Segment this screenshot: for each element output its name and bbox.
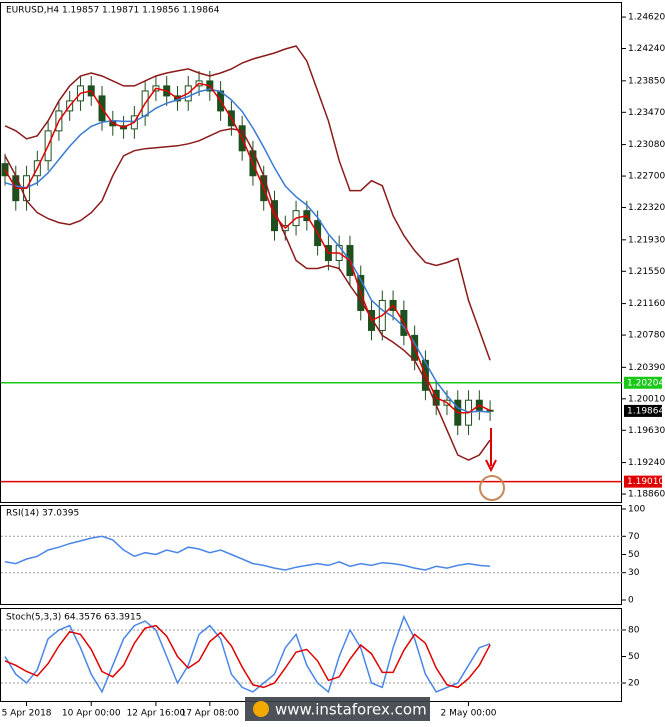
level-label-bg: [624, 376, 662, 389]
y-tick-label: 50: [628, 550, 640, 560]
y-tick-label: 1.20010: [628, 394, 665, 404]
rsi-panel: [0, 505, 622, 605]
y-tick-label: 0: [628, 596, 634, 606]
y-tick-label: 20: [628, 679, 640, 689]
indicator-line: [4, 128, 491, 461]
y-tick-label: 30: [628, 568, 640, 578]
x-tick-label: 17 Apr 08:00: [180, 709, 239, 719]
y-tick-label: 1.21930: [628, 235, 665, 245]
x-tick-label: 10 Apr 00:00: [62, 709, 121, 719]
y-tick-label: 1.22700: [628, 172, 665, 182]
y-tick-label: 1.24620: [628, 13, 665, 23]
indicator-line: [4, 45, 491, 361]
level-label-bg: [624, 475, 662, 488]
watermark: www.instaforex.com: [245, 697, 430, 721]
y-tick-label: 70: [628, 532, 640, 542]
candle-body: [1, 163, 9, 177]
indicator-line: [4, 614, 491, 694]
y-tick-label: 1.22320: [628, 203, 665, 213]
x-tick-label: 5 Apr 2018: [2, 709, 52, 719]
watermark-text: www.instaforex.com: [275, 701, 427, 719]
y-tick-label: 1.21160: [628, 299, 665, 309]
forecast-arrow-head: [485, 459, 497, 473]
indicator-line: [4, 535, 491, 571]
y-tick-label: 1.19240: [628, 458, 665, 468]
indicator-line: [4, 82, 491, 414]
level-label: 1.19010: [627, 477, 664, 487]
y-tick-label: 50: [628, 652, 640, 662]
y-tick-label: 80: [628, 625, 640, 635]
y-tick-label: 1.18860: [628, 490, 665, 500]
watermark-logo: [253, 701, 269, 717]
y-tick-label: 1.19630: [628, 426, 665, 436]
price-label-bg: [624, 404, 662, 417]
y-tick-label: 1.23850: [628, 76, 665, 86]
x-tick-label: 12 Apr 16:00: [127, 709, 186, 719]
price-title: EURUSD,H4 1.19857 1.19871 1.19856 1.1986…: [6, 6, 220, 16]
marks: 1.24620 1.24240 1.23850 1.23470 1.23080 1.227…: [1, 13, 665, 719]
y-tick-label: 1.23080: [628, 140, 665, 150]
x-tick-label: 2 May 00:00: [441, 709, 497, 719]
y-tick-label: 1.20780: [628, 331, 665, 341]
y-tick-label: 1.23470: [628, 108, 665, 118]
y-tick-label: 1.20390: [628, 363, 665, 373]
indicator-line: [4, 624, 491, 689]
stoch-title: Stoch(5,3,3) 64.3576 63.3915: [6, 613, 141, 623]
watermark-box: [245, 697, 430, 721]
target-circle: [479, 475, 505, 501]
y-tick-label: 1.24240: [628, 44, 665, 54]
rsi-title: RSI(14) 37.0395: [6, 509, 79, 519]
y-tick-label: 100: [628, 505, 645, 515]
price-panel: [0, 2, 622, 503]
level-label: 1.20204: [627, 378, 664, 388]
y-tick-label: 1.21550: [628, 267, 665, 277]
price-label: 1.19864: [627, 406, 664, 416]
